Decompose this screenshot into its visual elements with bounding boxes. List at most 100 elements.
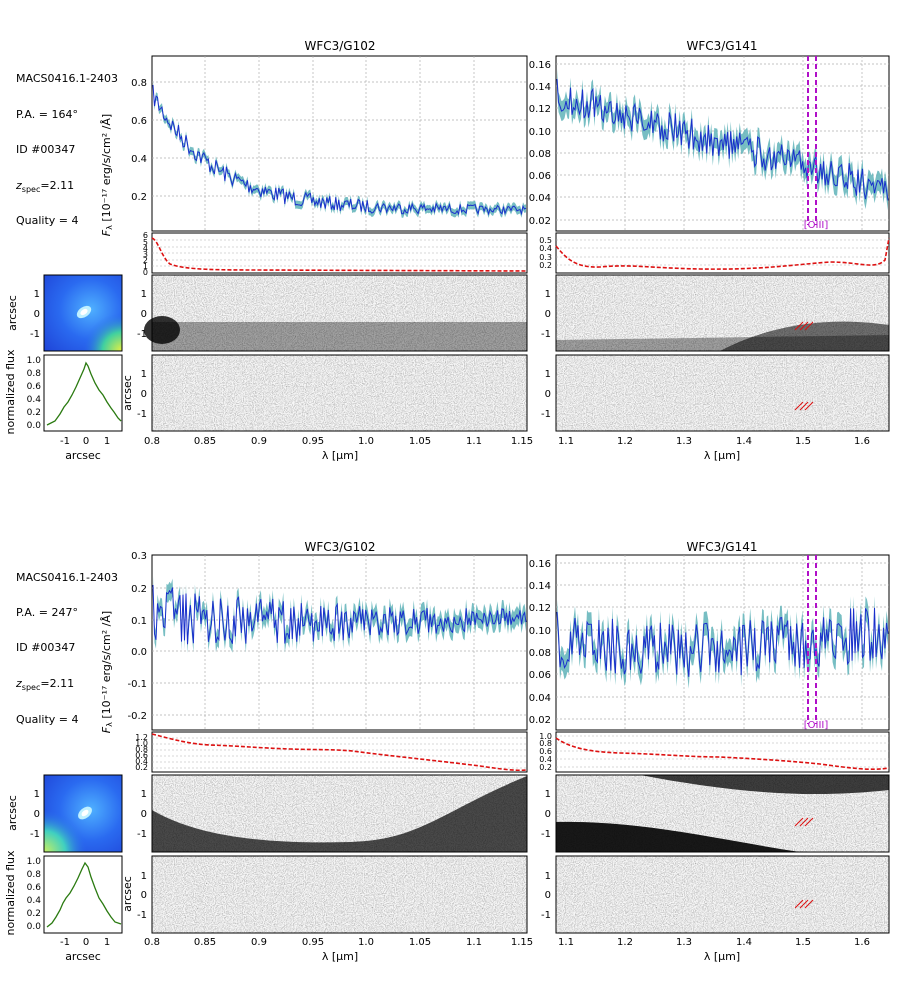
svg-text:1.4: 1.4 [736, 937, 752, 948]
quality-label: Quality = 4 [16, 214, 79, 227]
svg-text:0.2: 0.2 [539, 261, 552, 270]
svg-text:0.0: 0.0 [27, 922, 42, 932]
profile-ylabel: normalized flux [4, 850, 17, 936]
svg-text:0.2: 0.2 [27, 909, 41, 919]
svg-text:0.2: 0.2 [539, 763, 552, 772]
svg-text:0.6: 0.6 [539, 747, 552, 756]
thumb-ylabel: arcsec [6, 795, 19, 831]
svg-text:0.2: 0.2 [135, 763, 148, 772]
svg-text:0.2: 0.2 [27, 408, 41, 418]
profile-xlabel: arcsec [65, 449, 101, 462]
svg-text:1.1: 1.1 [558, 937, 574, 948]
svg-text:0.02: 0.02 [529, 715, 551, 726]
g102-xlabel: λ [μm] [322, 950, 358, 963]
svg-text:0.08: 0.08 [529, 149, 551, 160]
svg-text:1.2: 1.2 [617, 436, 633, 447]
quality-label: Quality = 4 [16, 713, 79, 726]
redshift-label: zspec=2.11 [15, 179, 74, 194]
svg-text:-1: -1 [137, 329, 147, 340]
g141-xlabel: λ [μm] [704, 449, 740, 462]
svg-text:0.12: 0.12 [529, 603, 551, 614]
object-id: ID #00347 [16, 641, 75, 654]
position-angle: P.A. = 164° [16, 108, 78, 121]
svg-text:-1: -1 [60, 937, 70, 948]
g141-2d-model [555, 855, 890, 934]
svg-text:0.95: 0.95 [302, 937, 324, 948]
g102-contamination-line [151, 237, 528, 272]
svg-text:-1: -1 [541, 829, 551, 840]
object-id: ID #00347 [16, 143, 75, 156]
svg-text:1: 1 [141, 369, 147, 380]
svg-text:1.5: 1.5 [795, 436, 811, 447]
svg-text:0: 0 [34, 309, 40, 320]
g102-spectrum-line [152, 584, 527, 645]
g141-contam-plot: 0.5 0.4 0.3 0.2 [539, 232, 890, 274]
svg-text:1.05: 1.05 [409, 937, 431, 948]
svg-text:-1: -1 [541, 910, 551, 921]
svg-text:1.05: 1.05 [409, 436, 431, 447]
g141-xticks: 1.1 1.2 1.3 1.4 1.5 1.6 [558, 937, 870, 948]
g102-spectrum-line [152, 84, 527, 216]
profile-line [46, 361, 122, 426]
svg-text:0.8: 0.8 [27, 870, 42, 880]
svg-text:1: 1 [141, 871, 147, 882]
g141-2d-model [555, 354, 890, 432]
svg-text:0.85: 0.85 [194, 937, 216, 948]
svg-text:-1: -1 [541, 409, 551, 420]
g141-xlabel: λ [μm] [704, 950, 740, 963]
g141-2d-arrows [794, 321, 814, 331]
svg-text:1.0: 1.0 [358, 937, 374, 948]
svg-text:0.8: 0.8 [539, 739, 552, 748]
svg-text:1: 1 [104, 937, 110, 948]
g141-title: WFC3/G141 [686, 39, 757, 53]
svg-text:0.16: 0.16 [529, 559, 551, 570]
svg-text:0.0: 0.0 [27, 421, 42, 431]
profile-plot: 1.0 0.8 0.6 0.4 0.2 0.0 -1 0 1 arcsec no… [4, 850, 123, 963]
svg-text:-1: -1 [137, 910, 147, 921]
svg-text:0: 0 [141, 389, 147, 400]
svg-text:-1: -1 [137, 409, 147, 420]
svg-text:6: 6 [143, 231, 148, 240]
svg-text:1: 1 [141, 289, 147, 300]
svg-text:0.3: 0.3 [131, 551, 147, 562]
svg-text:0.1: 0.1 [131, 616, 147, 627]
svg-text:2: 2 [143, 256, 148, 265]
svg-text:0.14: 0.14 [529, 581, 551, 592]
profile-xlabel: arcsec [65, 950, 101, 963]
svg-text:0.6: 0.6 [135, 751, 148, 760]
svg-text:0: 0 [141, 890, 147, 901]
svg-text:-1: -1 [60, 436, 70, 447]
svg-text:0.9: 0.9 [251, 436, 267, 447]
panel-top: MACS0416.1-2403 P.A. = 164° ID #00347 zs… [4, 39, 890, 462]
svg-text:0.02: 0.02 [529, 216, 551, 227]
svg-text:0: 0 [545, 389, 551, 400]
panel-bottom: MACS0416.1-2403 P.A. = 247° ID #00347 zs… [4, 540, 890, 963]
svg-text:0.10: 0.10 [529, 626, 551, 637]
oiii-label: [OIII] [804, 220, 829, 231]
svg-text:-1: -1 [30, 329, 40, 340]
svg-text:0: 0 [141, 309, 147, 320]
svg-text:0.8: 0.8 [144, 436, 160, 447]
svg-text:1.0: 1.0 [27, 857, 42, 867]
flux-ylabel: Fλ [10⁻¹⁷ erg/s/cm² /Å] [100, 611, 114, 733]
flux-ylabel: Fλ [10⁻¹⁷ erg/s/cm² /Å] [100, 114, 114, 236]
g102-title: WFC3/G102 [304, 540, 375, 554]
g141-contamination-line [555, 737, 890, 770]
svg-text:1: 1 [545, 789, 551, 800]
g141-flux-plot: [OIII] 0.16 0.14 0.12 0.10 0.08 0.06 0.0… [529, 554, 890, 731]
svg-text:0.8: 0.8 [131, 78, 147, 89]
svg-text:0.10: 0.10 [529, 127, 551, 138]
svg-text:0.5: 0.5 [539, 236, 552, 245]
profile-plot: 1.0 0.8 0.6 0.4 0.2 0.0 -1 0 1 arcsec no… [4, 349, 123, 462]
svg-text:0.16: 0.16 [529, 60, 551, 71]
svg-text:-0.1: -0.1 [127, 679, 147, 690]
svg-text:0.9: 0.9 [251, 937, 267, 948]
svg-text:5: 5 [143, 238, 148, 247]
g102-2d-model [151, 354, 528, 432]
g102-2d-spectrum [144, 274, 528, 352]
svg-text:0.4: 0.4 [27, 896, 42, 906]
svg-text:-1: -1 [541, 329, 551, 340]
svg-text:1.1: 1.1 [558, 436, 574, 447]
svg-text:1.2: 1.2 [617, 937, 633, 948]
